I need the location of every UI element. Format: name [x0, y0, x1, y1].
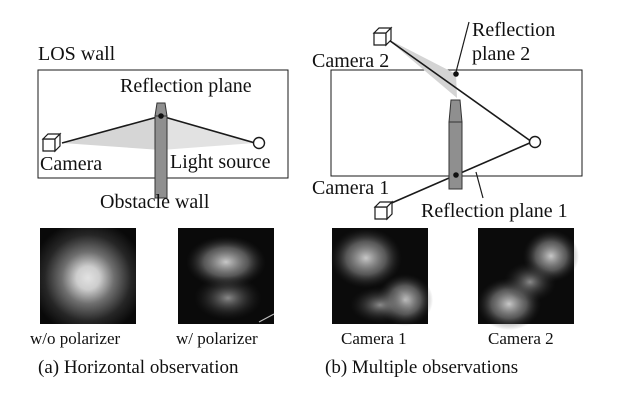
photo-with-polarizer: [178, 228, 275, 324]
light-source-icon: [252, 136, 266, 150]
reflection-plane2-label-line1: Reflection: [472, 19, 556, 41]
reflection-cone-a: [62, 116, 161, 150]
photo-camera-2: [477, 228, 579, 330]
reflected-ray-a: [160, 115, 256, 144]
camera1-label: Camera 1: [312, 177, 390, 199]
caption-b: (b) Multiple observations: [325, 357, 519, 378]
los-wall-label: LOS wall: [38, 43, 116, 65]
ray-camera2-to-light: [385, 37, 533, 143]
reflection-point-plane1: [453, 172, 459, 178]
light-source-label: Light source: [170, 151, 271, 173]
incident-ray-a: [61, 115, 162, 144]
camera-icon: [41, 132, 62, 153]
leader-plane1: [475, 171, 484, 199]
camera-icon: [372, 26, 393, 47]
photo-camera2-label: Camera 2: [488, 329, 554, 348]
obstacle-wall-b: [448, 99, 463, 190]
ray-light-to-plane1: [455, 141, 533, 176]
reflection-cone-b: [386, 38, 457, 98]
reflection-plane2-label-line2: plane 2: [472, 43, 531, 65]
light-source-icon: [528, 135, 542, 149]
photo-without-polarizer: [40, 228, 136, 324]
photo-wo-polarizer-label: w/o polarizer: [30, 329, 121, 348]
photo-camera-1: [330, 228, 433, 326]
reflection-cone-a-light: [161, 116, 255, 150]
leader-plane2: [455, 21, 470, 73]
reflection-plane1-label: Reflection plane 1: [421, 200, 568, 222]
reflection-plane-label: Reflection plane: [120, 75, 252, 97]
photo-camera1-label: Camera 1: [341, 329, 407, 348]
reflection-point-plane2: [453, 71, 459, 77]
camera2-label: Camera 2: [312, 50, 390, 72]
obstacle-wall-label: Obstacle wall: [100, 191, 210, 213]
caption-a: (a) Horizontal observation: [38, 357, 239, 378]
camera-icon: [373, 200, 394, 221]
photo-w-polarizer-label: w/ polarizer: [176, 329, 258, 348]
camera-label: Camera: [40, 153, 103, 175]
ray-plane1-to-camera1: [386, 174, 457, 206]
reflection-point-a: [158, 113, 164, 119]
